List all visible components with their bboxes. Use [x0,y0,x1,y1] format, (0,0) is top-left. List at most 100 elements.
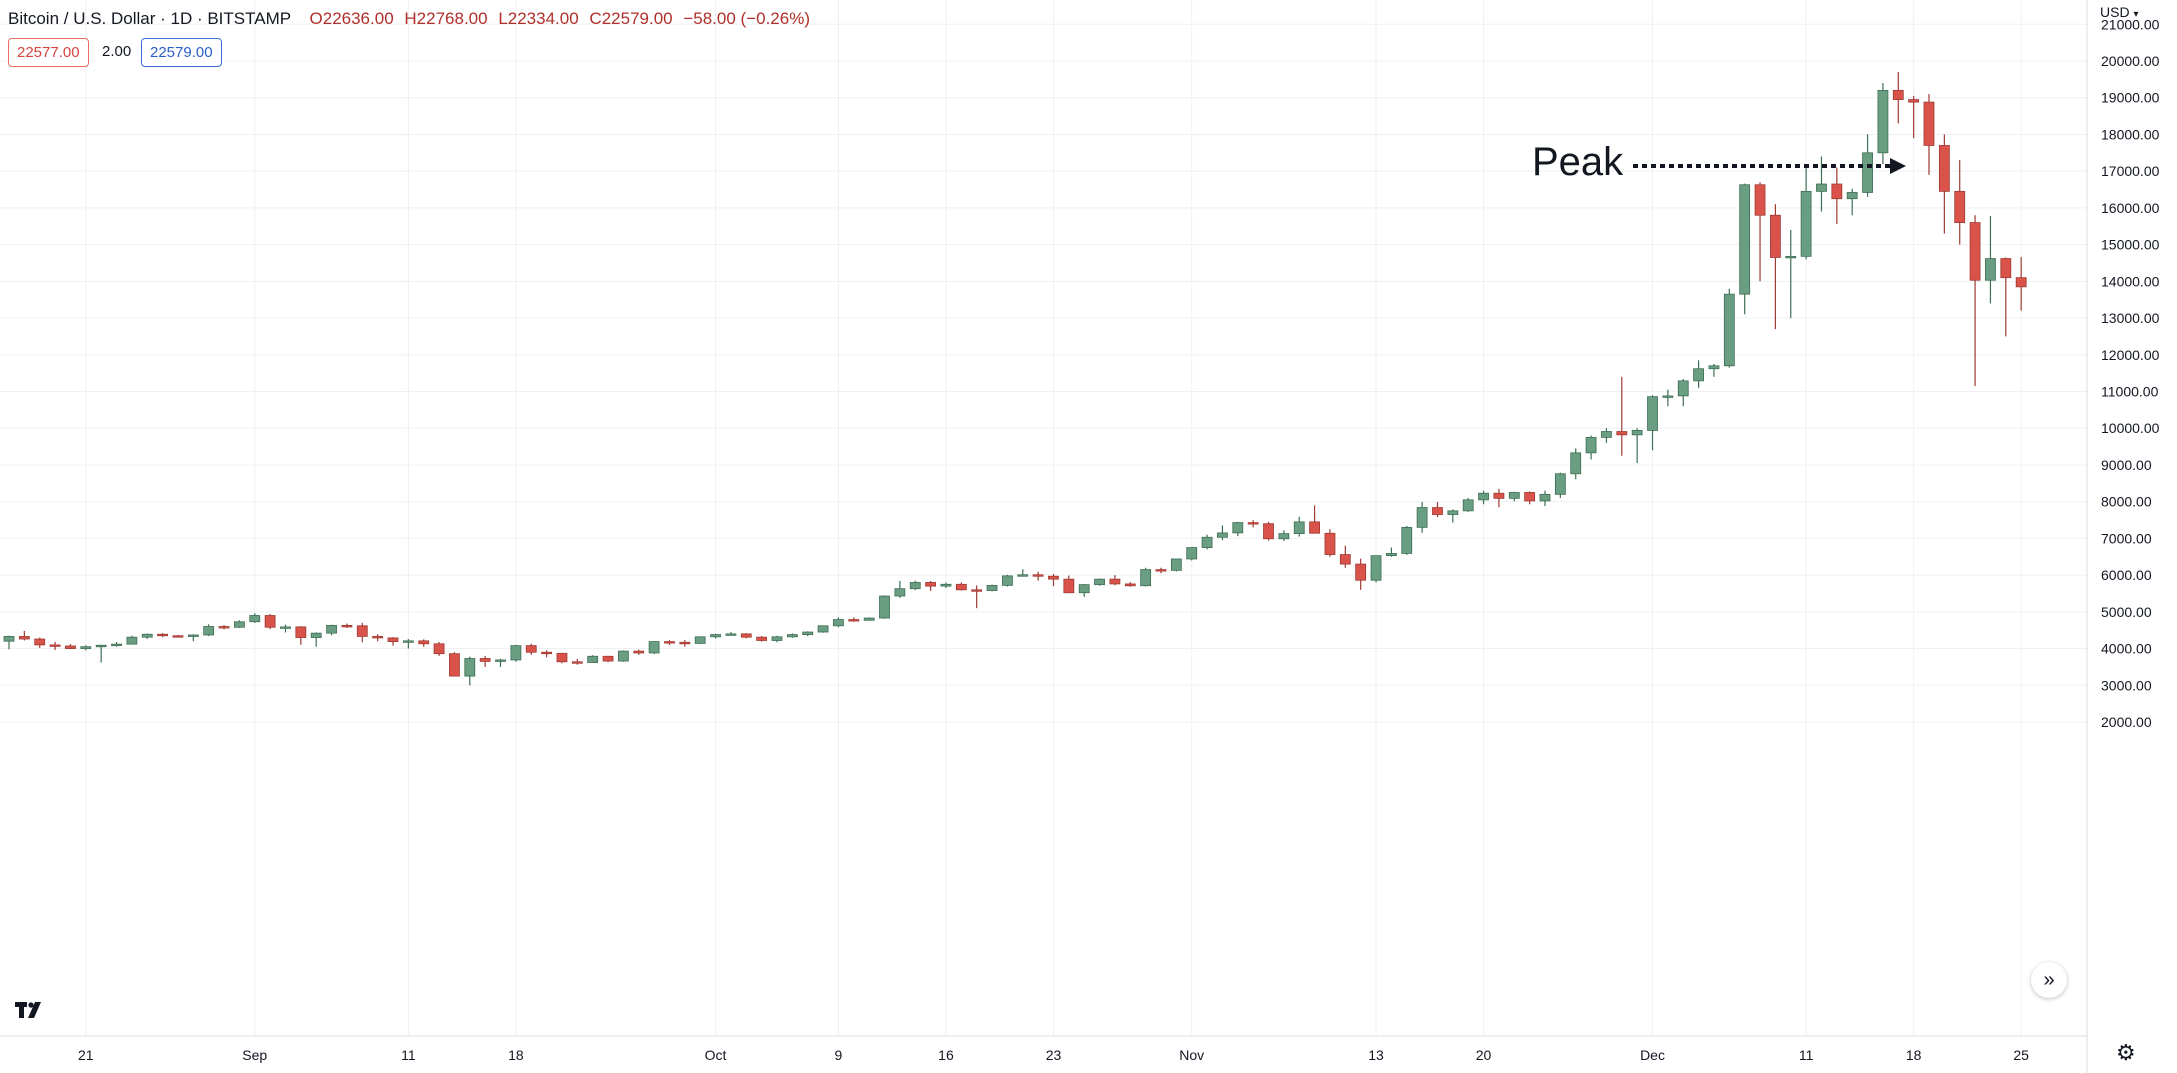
symbol-title[interactable]: Bitcoin / U.S. Dollar · 1D · BITSTAMP [8,9,291,28]
candle [1124,582,1136,587]
candle [1063,575,1075,594]
candle [1232,521,1244,537]
candle [1524,491,1536,505]
candle [1324,529,1336,557]
candle [541,650,552,658]
time-tick-label: Oct [705,1047,727,1063]
time-axis[interactable]: 21 Sep 11 18 Oct 9 16 23 Nov 13 20 Dec 11 18 25 [78,1047,2029,1063]
candle [955,582,967,591]
candle-body [295,626,307,638]
candle [479,655,491,667]
candle [126,635,138,645]
price-tick-label: 15000.00 [2101,237,2160,253]
candle-body [679,641,691,645]
candle-body [1355,563,1367,581]
time-tick-label: 13 [1368,1047,1384,1063]
candle [1370,555,1382,583]
candle [1770,204,1781,330]
price-tick-label: 12000.00 [2101,347,2160,363]
currency-selector[interactable]: USD ▾ [2100,4,2138,20]
candle-body [1063,578,1075,594]
price-tick-label: 9000.00 [2101,457,2152,473]
peak-annotation: Peak [1532,140,1906,184]
candle-body [725,633,737,636]
currency-label: USD [2100,4,2130,20]
price-tick-label: 8000.00 [2101,494,2152,510]
candle [664,640,675,645]
candle [802,631,814,637]
candle-body [894,588,906,597]
candle [356,622,368,643]
price-tick-label: 11000.00 [2101,384,2159,400]
candle [1693,360,1704,388]
candle-body [3,636,15,642]
candle-body [771,636,783,641]
candle [648,641,660,655]
candle [771,635,783,643]
candle [940,582,952,588]
candle-body [187,634,199,637]
candle [1601,428,1612,443]
candle [1002,574,1013,587]
bid-price-button[interactable]: 22577.00 [8,38,89,67]
candle [80,645,92,651]
candle [1831,167,1843,225]
candle [1739,183,1751,315]
candle [756,636,768,642]
candle-body [1278,533,1290,540]
candle-body [1831,183,1843,200]
candle-body [602,655,614,662]
candle [310,632,322,647]
candle [1263,521,1274,541]
candle-body [249,615,261,623]
time-tick-label: 11 [401,1047,416,1063]
candle-body [1662,395,1674,398]
gear-icon[interactable]: ⚙ [2116,1040,2136,1065]
ask-price-button[interactable]: 22579.00 [141,38,222,67]
price-tick-label: 5000.00 [2101,604,2152,620]
candle-body [1232,522,1244,534]
candle-body [940,583,952,587]
candle-body [1570,452,1582,475]
tradingview-logo-icon[interactable] [10,995,50,1025]
scroll-to-realtime-button[interactable]: » [2031,962,2067,998]
candle-body [756,636,768,641]
candle-body [909,582,921,590]
candle-body [1324,532,1336,555]
candle-body [1785,255,1797,259]
price-axis[interactable]: 2000.00 3000.00 4000.00 5000.00 6000.00 7000.… [2101,16,2160,730]
candle [909,580,921,591]
candle-body [802,631,814,636]
spread-value: 2.00 [96,38,138,65]
open-value: O22636.00 [309,9,394,28]
time-tick-label: 21 [78,1047,94,1063]
symbol-header: Bitcoin / U.S. Dollar · 1D · BITSTAMP O2… [8,9,816,29]
candle [1094,578,1105,586]
candle [1892,72,1904,124]
candle-body [1923,101,1935,146]
candle [571,658,583,665]
candle [157,633,169,638]
candle [464,656,476,686]
time-tick-label: 20 [1476,1047,1492,1063]
candle [1585,435,1597,460]
candle-body [141,633,153,638]
candle-body [879,595,890,619]
candle [1140,567,1152,587]
candle [986,584,998,592]
candle-body [418,640,430,645]
candle [418,639,430,647]
candle-body [1846,192,1858,200]
candle-body [556,652,568,663]
candle-body [310,632,322,638]
change-value: −58.00 (−0.26%) [683,9,810,28]
price-tick-label: 17000.00 [2101,163,2160,179]
candle [971,585,983,609]
candle-body [786,634,798,638]
candle [1877,83,1889,164]
candle-body [1124,583,1136,587]
price-tick-label: 4000.00 [2101,641,2152,657]
candle [203,624,215,637]
candle [1416,502,1428,533]
